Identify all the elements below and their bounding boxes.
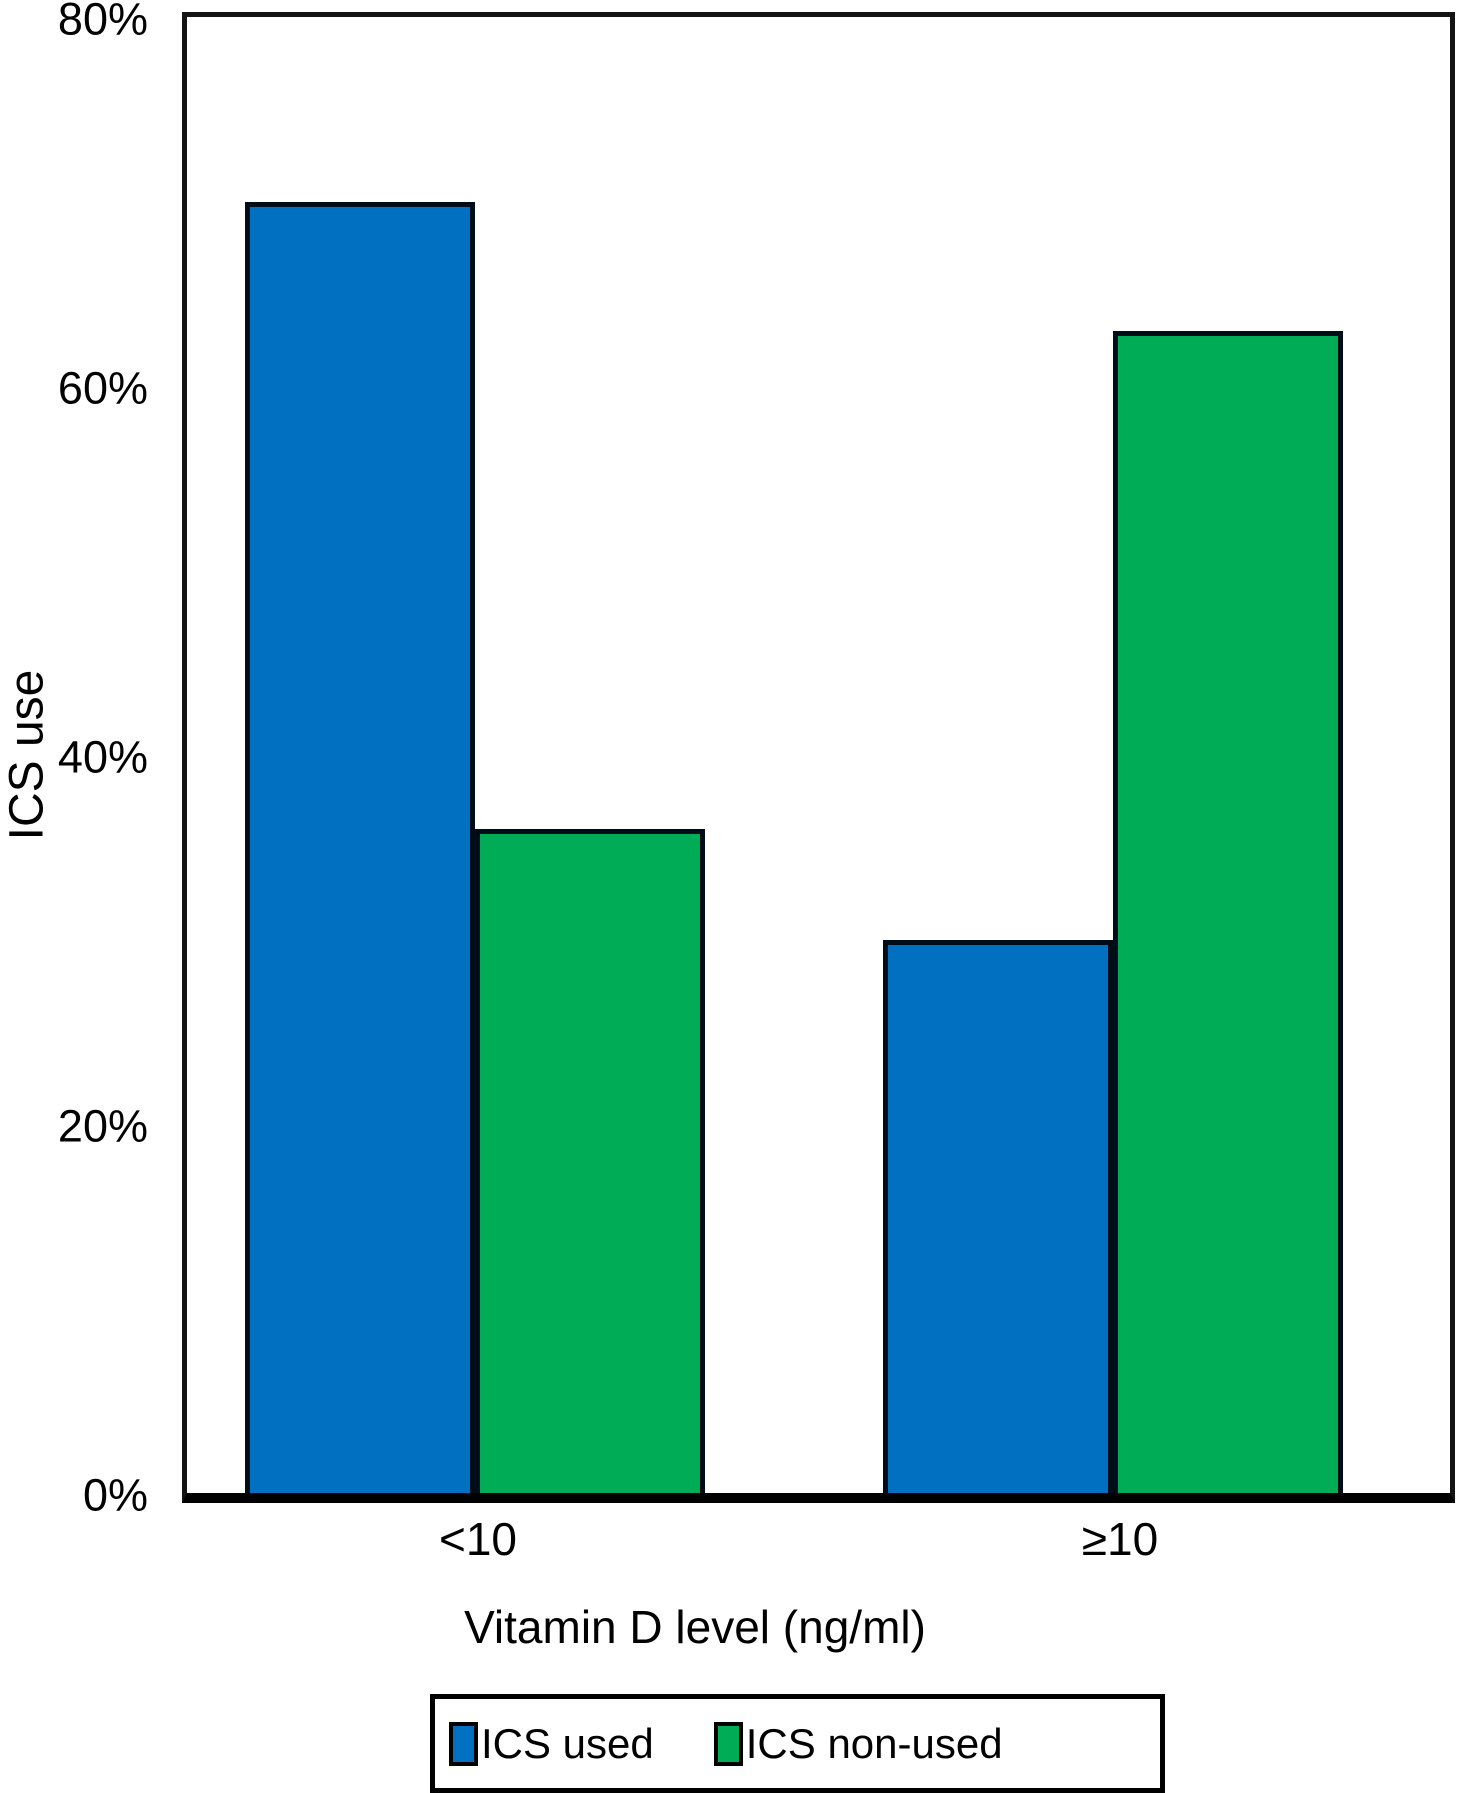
- y-tick-label: 80%: [57, 0, 148, 45]
- legend-label: ICS non-used: [745, 1719, 1003, 1767]
- bar-ics-used--10: [245, 201, 475, 1493]
- legend-item-ics-used: ICS used: [449, 1719, 654, 1767]
- x-tick-label: <10: [438, 1513, 518, 1565]
- y-tick-label: 60%: [57, 362, 148, 414]
- bar-ics-used--10: [883, 939, 1113, 1493]
- x-axis-title: Vitamin D level (ng/ml): [464, 1601, 926, 1653]
- y-axis-ticks: 0% 20% 40% 60% 80%: [0, 0, 162, 1518]
- x-axis-ticks: <10 ≥10: [0, 1516, 1458, 1576]
- legend: ICS used ICS non-used: [430, 1694, 1165, 1793]
- legend-swatch-ics-used: [449, 1721, 478, 1766]
- y-tick-label: 0%: [82, 1469, 148, 1521]
- legend-label: ICS used: [481, 1719, 654, 1767]
- bar-ics-non-used--10: [475, 828, 705, 1493]
- x-tick-label: ≥10: [1081, 1513, 1159, 1565]
- y-tick-label: 40%: [57, 731, 148, 783]
- legend-swatch-ics-non-used: [713, 1721, 743, 1766]
- y-tick-label: 20%: [57, 1100, 148, 1152]
- legend-item-ics-non-used: ICS non-used: [713, 1719, 1003, 1767]
- plot-area: [182, 12, 1455, 1503]
- bar-ics-non-used--10: [1113, 330, 1343, 1493]
